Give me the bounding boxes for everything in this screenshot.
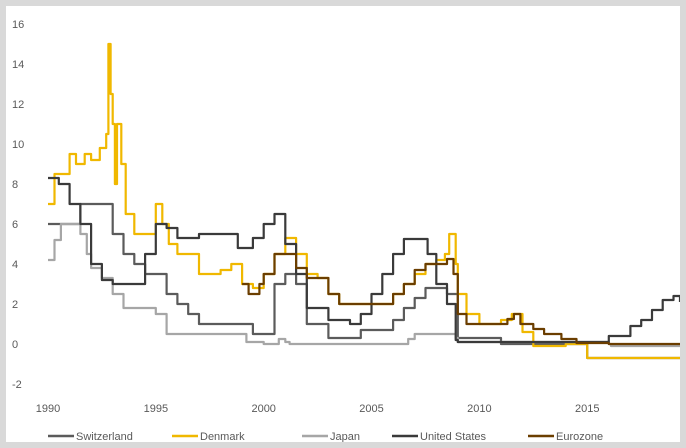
legend: Switzerland Denmark Japan United States Euro…: [48, 431, 603, 443]
series-line-united-states: [48, 176, 682, 344]
chart-frame: -2 0 2 4 6 8 10 12 14 16 1990 1995 2000 2005 2010 2015…: [6, 6, 682, 443]
y-tick-label: 4: [12, 259, 18, 271]
legend-label-denmark: Denmark: [200, 431, 245, 442]
series-line-switzerland: [48, 202, 680, 360]
y-tick-label: 10: [12, 139, 24, 151]
y-tick-label: 8: [12, 179, 18, 191]
series-line-japan: [48, 222, 680, 348]
legend-label-united-states: United States: [420, 431, 487, 442]
y-tick-label: 6: [12, 219, 18, 231]
y-tick-label: 16: [12, 19, 24, 31]
x-axis: 1990 1995 2000 2005 2010 2015: [36, 403, 600, 415]
legend-label-eurozone: Eurozone: [556, 431, 603, 442]
legend-label-switzerland: Switzerland: [76, 431, 133, 442]
x-tick-label: 1990: [36, 403, 60, 415]
series-line-denmark: [48, 42, 680, 360]
x-tick-label: 2015: [575, 403, 599, 415]
y-axis: -2 0 2 4 6 8 10 12 14 16: [12, 19, 24, 391]
y-tick-label: 14: [12, 59, 24, 71]
series-lines: [48, 42, 682, 360]
x-tick-label: 1995: [144, 403, 168, 415]
x-tick-label: 2010: [467, 403, 491, 415]
x-tick-label: 2005: [359, 403, 383, 415]
y-tick-label: 0: [12, 339, 18, 351]
line-chart: -2 0 2 4 6 8 10 12 14 16 1990 1995 2000 2005 2010 2015…: [12, 19, 682, 443]
series-line-eurozone: [242, 252, 680, 346]
x-tick-label: 2000: [251, 403, 275, 415]
y-tick-label: 12: [12, 99, 24, 111]
y-tick-label: -2: [12, 379, 22, 391]
y-tick-label: 2: [12, 299, 18, 311]
legend-label-japan: Japan: [330, 431, 360, 442]
